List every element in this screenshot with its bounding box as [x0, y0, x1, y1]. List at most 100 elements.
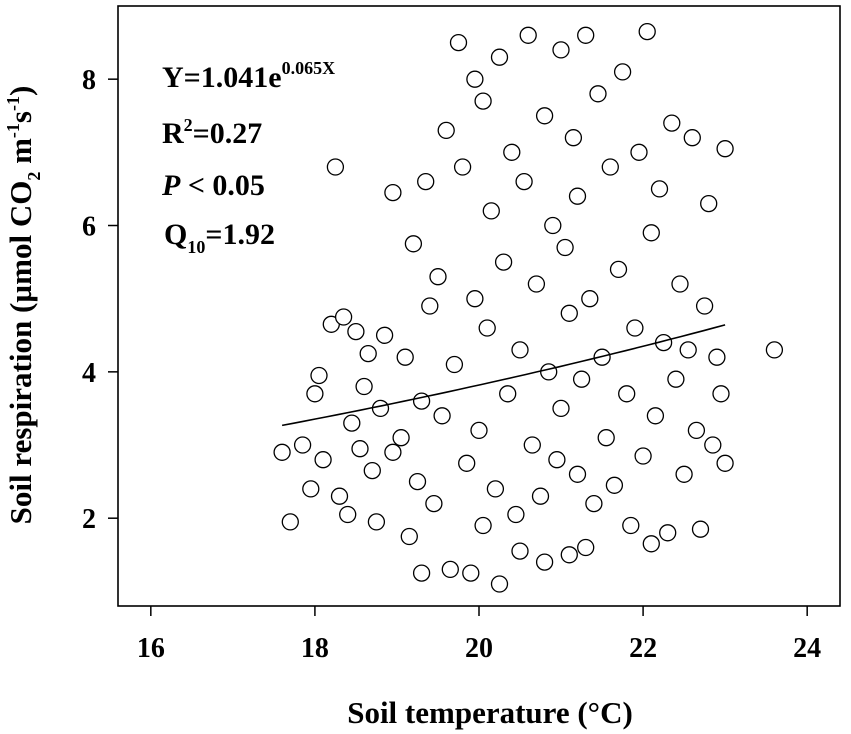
data-point	[453, 158, 472, 176]
data-point	[659, 524, 677, 542]
data-point	[556, 238, 574, 257]
data-point	[478, 319, 496, 337]
data-point	[466, 290, 484, 308]
x-axis-title: Soil temperature (°C)	[347, 695, 633, 730]
data-point	[273, 443, 291, 461]
y-title-suffix: )	[3, 86, 38, 96]
p-italic: P	[161, 169, 181, 202]
data-point	[396, 348, 414, 366]
data-point	[671, 275, 689, 293]
data-point	[445, 355, 464, 374]
p-value: < 0.05	[180, 169, 265, 202]
data-point	[765, 341, 784, 359]
data-point	[494, 253, 513, 271]
data-point	[560, 304, 578, 322]
data-point	[626, 319, 644, 337]
y-title-s: s	[3, 111, 38, 123]
data-point	[408, 472, 427, 491]
data-point	[622, 516, 640, 535]
data-point	[568, 187, 587, 205]
data-point	[544, 216, 562, 235]
y-axis: 2 4 6 8	[82, 65, 118, 535]
data-point	[704, 436, 722, 454]
data-point	[425, 494, 443, 513]
data-point	[691, 520, 710, 538]
data-point	[470, 421, 488, 440]
x-tick-label: 22	[629, 633, 657, 664]
data-point	[334, 308, 353, 326]
data-point	[466, 70, 484, 88]
equation-base: Y=1.041e	[162, 61, 282, 94]
data-point	[314, 451, 332, 469]
data-point	[351, 440, 369, 458]
data-point	[552, 399, 570, 418]
data-point	[347, 322, 365, 341]
data-point	[564, 129, 583, 147]
y-title-sub: 2	[24, 172, 44, 181]
data-point	[417, 172, 435, 191]
data-point	[400, 527, 418, 546]
data-point	[646, 407, 665, 425]
y-title-sup2: -1	[3, 96, 23, 111]
data-point	[330, 487, 349, 505]
data-point	[474, 92, 492, 110]
x-tick-label: 16	[137, 633, 165, 664]
data-point	[519, 26, 537, 44]
data-point	[384, 183, 402, 202]
data-point	[449, 33, 468, 52]
data-point	[507, 505, 525, 524]
data-point	[441, 560, 459, 579]
data-point	[597, 429, 615, 447]
data-point	[531, 487, 550, 505]
data-point	[634, 447, 652, 465]
data-point	[675, 465, 693, 483]
x-tick-label: 20	[465, 633, 493, 664]
data-point	[490, 48, 509, 66]
data-point	[687, 421, 706, 440]
data-point	[359, 344, 377, 363]
data-point	[392, 429, 410, 447]
r2-value: =0.27	[193, 117, 263, 150]
data-point	[568, 465, 587, 483]
data-point	[712, 385, 730, 403]
q10-value: =1.92	[205, 218, 275, 251]
data-point	[482, 202, 500, 220]
data-point	[437, 121, 455, 140]
equation-exponent: 0.065X	[282, 58, 336, 78]
data-point	[535, 107, 554, 125]
data-point	[310, 366, 328, 385]
data-point	[375, 326, 394, 344]
data-point	[585, 494, 603, 513]
data-point	[535, 553, 554, 571]
data-point	[490, 575, 509, 593]
data-point	[663, 114, 681, 132]
data-point	[716, 140, 734, 158]
data-point	[503, 143, 521, 161]
data-point	[306, 385, 324, 403]
fit-line	[281, 324, 726, 427]
y-tick-label: 4	[82, 358, 96, 389]
data-point	[650, 180, 669, 198]
data-point	[339, 505, 357, 524]
data-point	[511, 341, 529, 359]
data-point	[642, 224, 660, 242]
data-point	[412, 564, 431, 582]
data-point	[618, 385, 636, 403]
data-point	[679, 341, 697, 359]
data-point	[404, 235, 423, 253]
data-point	[560, 546, 578, 564]
data-point	[511, 542, 529, 560]
data-point	[589, 85, 607, 103]
data-point	[384, 443, 402, 461]
data-point	[630, 143, 648, 161]
data-point	[371, 399, 390, 418]
data-point	[667, 370, 685, 388]
x-tick-label: 24	[793, 633, 821, 664]
data-point	[367, 513, 386, 531]
data-point	[609, 260, 628, 279]
x-tick-label: 18	[301, 633, 329, 664]
data-point	[355, 377, 373, 396]
data-point	[540, 363, 558, 381]
data-point	[433, 407, 451, 425]
